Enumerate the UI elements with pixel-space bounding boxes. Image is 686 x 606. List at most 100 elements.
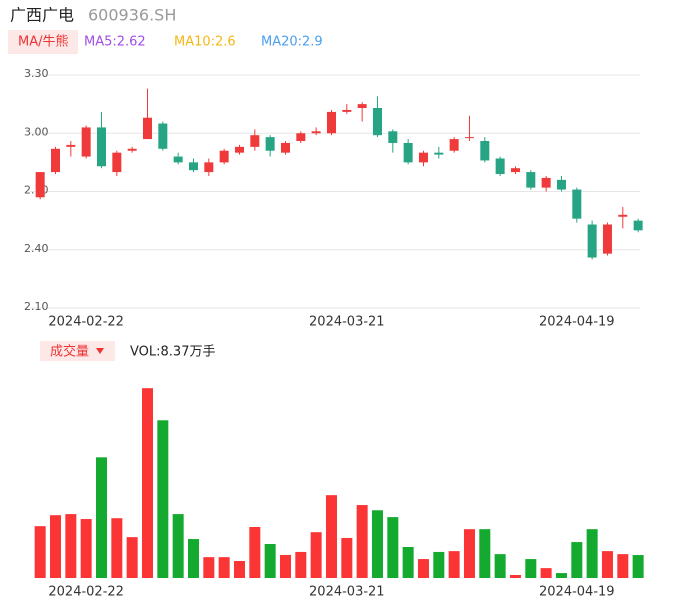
x-tick-label: 2024-03-21 [309, 585, 385, 600]
volume-bar [325, 495, 337, 578]
candle-body [296, 133, 306, 142]
volume-bar [187, 539, 199, 578]
legend-ma20: MA20:2.9 [261, 35, 323, 50]
candle-body [142, 117, 152, 140]
volume-bar [479, 529, 491, 578]
candle-body [495, 158, 505, 175]
y-tick-label: 3.00 [24, 125, 49, 138]
volume-bar [279, 554, 291, 578]
x-tick-label: 2024-03-21 [309, 315, 385, 330]
volume-bar [341, 537, 353, 578]
stock-name: 广西广电 [10, 6, 74, 25]
legend-ma10: MA10:2.6 [174, 35, 236, 50]
candle-body [388, 131, 398, 143]
candle-body [50, 148, 60, 173]
volume-bar [448, 551, 460, 578]
candle-body [127, 148, 137, 151]
candle-body [418, 152, 428, 163]
volume-bar [111, 518, 123, 578]
candle-body [96, 127, 106, 167]
volume-bar [356, 505, 368, 578]
candle-body [480, 141, 490, 161]
candle-body [556, 179, 566, 190]
volume-bar [509, 574, 521, 578]
dropdown-icon[interactable] [96, 348, 104, 354]
volume-bar [49, 515, 61, 578]
candle-body [449, 139, 459, 151]
volume-bar [80, 519, 92, 578]
candle-body [234, 146, 244, 153]
volume-bar [617, 554, 629, 578]
volume-bar [264, 543, 276, 578]
volume-summary: VOL:8.37万手 [130, 345, 215, 360]
volume-bar [310, 532, 322, 578]
volume-label[interactable]: 成交量 [50, 344, 89, 360]
legend-ma5: MA5:2.62 [84, 35, 146, 50]
volume-bar [95, 457, 107, 578]
candle-body [403, 142, 413, 163]
candle-body [434, 152, 444, 155]
candle-body [250, 135, 260, 147]
volume-box[interactable] [40, 341, 115, 361]
volume-bar [402, 547, 414, 578]
volume-bar [601, 551, 613, 578]
candle-body [541, 177, 551, 188]
indicator-box[interactable] [8, 30, 78, 54]
volume-bar [525, 559, 537, 578]
candle-body [326, 111, 336, 134]
volume-bar [555, 573, 567, 578]
volume-bar [632, 555, 644, 578]
y-tick-label: 2.10 [24, 300, 49, 313]
volume-bar [463, 529, 475, 578]
candle-body [204, 162, 214, 173]
volume-bar [494, 554, 506, 578]
candle-body [66, 144, 76, 147]
volume-bar [34, 526, 46, 578]
x-tick-label: 2024-04-19 [539, 315, 615, 330]
y-tick-label: 2.40 [24, 242, 49, 255]
candle-body [81, 127, 91, 157]
volume-bar [172, 514, 184, 578]
stock-code: 600936.SH [88, 6, 176, 25]
x-tick-label: 2024-04-19 [539, 585, 615, 600]
candle-body [572, 189, 582, 219]
candle-body [618, 214, 628, 217]
candle-body [633, 220, 643, 231]
volume-bar [126, 537, 138, 578]
volume-bar [371, 510, 383, 578]
x-tick-label: 2024-02-22 [48, 315, 124, 330]
y-tick-label: 3.30 [24, 67, 49, 80]
candle-body [173, 156, 183, 163]
candle-body [265, 137, 275, 151]
volume-bar [295, 551, 307, 578]
volume-bar [586, 529, 598, 578]
candle-body [112, 152, 122, 173]
candle-body [311, 131, 321, 134]
volume-bar [141, 388, 153, 578]
candle-body [188, 162, 198, 171]
volume-bar [65, 514, 77, 578]
volume-bar [417, 559, 429, 578]
indicator-label[interactable]: MA/牛熊 [18, 34, 69, 50]
x-tick-label: 2024-02-22 [48, 585, 124, 600]
volume-bar [571, 542, 583, 578]
candle-body [158, 123, 168, 149]
volume-bar [387, 517, 399, 578]
candle-body [35, 172, 45, 198]
candle-body [280, 142, 290, 153]
candle-body [526, 172, 536, 188]
candle-body [602, 224, 612, 254]
candle-body [587, 224, 597, 258]
volume-bar [203, 557, 215, 578]
volume-bar [433, 551, 445, 578]
volume-bar [218, 557, 230, 578]
candle-body [219, 150, 229, 163]
volume-bar [249, 526, 261, 578]
volume-bar [157, 420, 169, 578]
candle-body [357, 104, 367, 109]
volume-bar [540, 568, 552, 578]
candle-body [464, 137, 474, 139]
volume-bar [233, 560, 245, 578]
candle-body [510, 168, 520, 173]
